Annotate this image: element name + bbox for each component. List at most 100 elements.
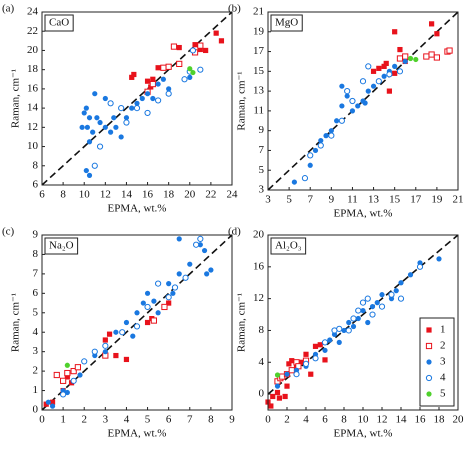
panel: 0 1 2 3 4 5 6 7 8 9 0 1 2 3 4 5 6 7 8 9 EPMA, wt.% Raman, cm⁻… [2, 226, 235, 440]
point [416, 263, 424, 270]
x-tick-label: 3 [103, 414, 109, 426]
point [60, 391, 67, 398]
point [218, 38, 225, 44]
oxide-label: MgO [275, 17, 298, 29]
point [322, 357, 328, 363]
x-tick-label: 9 [229, 414, 235, 426]
y-tick-label: 18 [27, 63, 39, 75]
x-tick-label: 8 [60, 189, 66, 201]
point [284, 383, 290, 389]
point [74, 364, 81, 371]
y-tick-label: 16 [253, 260, 265, 272]
point [350, 323, 357, 330]
point [86, 139, 93, 145]
point [388, 291, 395, 298]
point [45, 399, 51, 405]
point [376, 65, 382, 71]
point [334, 118, 340, 124]
x-tick-label: 2 [284, 414, 290, 426]
point [328, 132, 335, 139]
point [107, 100, 114, 107]
point [312, 147, 319, 154]
point [165, 90, 172, 97]
point [53, 371, 60, 379]
point [355, 103, 361, 109]
plot-frame [41, 11, 233, 186]
x-tick-label: 4 [303, 414, 309, 426]
legend-marker [426, 327, 432, 333]
legend-label: 5 [440, 388, 446, 400]
point [81, 110, 87, 116]
point [170, 43, 178, 50]
point [413, 56, 419, 63]
point [392, 63, 398, 69]
point [270, 393, 276, 400]
point [393, 288, 399, 294]
x-tick-label: 10 [79, 189, 91, 201]
point [166, 300, 172, 306]
point [398, 280, 404, 286]
point [359, 299, 367, 306]
point [402, 58, 408, 65]
point [322, 347, 328, 353]
y-tick-label: 8 [259, 324, 265, 336]
point [60, 377, 67, 384]
y-tick-label: 17 [253, 45, 265, 57]
x-tick-label: 19 [431, 194, 443, 206]
point [144, 319, 151, 326]
x-tick-label: 5 [286, 194, 292, 206]
point [155, 310, 161, 316]
point [284, 371, 290, 377]
point [144, 290, 151, 296]
point [171, 284, 179, 291]
y-tick-label: 11 [253, 104, 264, 116]
point [144, 78, 151, 84]
point [298, 359, 304, 365]
panel-label: (d) [228, 226, 241, 238]
y-tick-label: 0 [259, 388, 265, 400]
point [434, 31, 440, 37]
point [133, 105, 141, 112]
point [187, 66, 193, 72]
point [102, 337, 108, 343]
oxide-label: Na₂O [49, 240, 74, 252]
point [355, 307, 362, 314]
point [446, 47, 453, 54]
point [317, 142, 324, 149]
point [165, 63, 172, 70]
oxide-label-box [270, 14, 303, 32]
point [139, 95, 145, 102]
point [197, 46, 203, 53]
point [189, 47, 197, 54]
x-tick-label: 13 [368, 194, 380, 206]
point [307, 152, 314, 159]
x-tick-label: 10 [358, 414, 370, 426]
point [289, 358, 295, 364]
point [182, 274, 189, 281]
panel: 3 5 7 9 11 13 15 17 19 21 3 5 7 9 11 13 15 17 19 21 EPMA, wt… [228, 3, 464, 220]
point [197, 242, 203, 248]
point [369, 303, 376, 310]
x-tick-label: 7 [187, 414, 193, 426]
point [286, 361, 292, 367]
x-tick-label: 3 [265, 194, 271, 206]
legend-label: 1 [440, 324, 446, 336]
x-tick-label: 2 [81, 414, 87, 426]
plot-frame [267, 234, 459, 411]
point [134, 310, 140, 316]
x-tick-label: 12 [100, 189, 111, 201]
point [274, 383, 281, 389]
y-tick-label: 19 [253, 25, 265, 37]
point [392, 29, 398, 35]
point [350, 315, 357, 322]
point [429, 21, 435, 27]
legend-marker [425, 342, 433, 350]
point [308, 371, 314, 377]
x-tick-label: 8 [208, 414, 214, 426]
x-tick-label: 18 [434, 414, 446, 426]
y-tick-label: 7 [33, 267, 39, 279]
point [339, 83, 345, 89]
point [381, 63, 387, 69]
point [86, 172, 93, 178]
point [392, 70, 398, 76]
